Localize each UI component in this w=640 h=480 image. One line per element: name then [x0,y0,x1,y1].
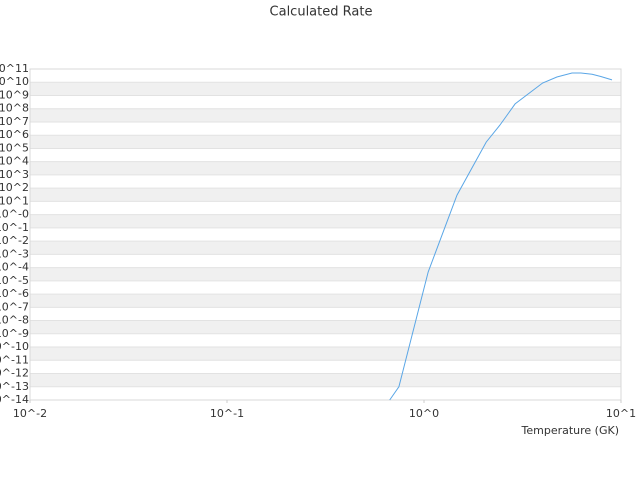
x-axis-label: Temperature (GK) [521,424,620,437]
y-tick-label: 10^-13 [0,380,29,393]
y-tick-label: 10^-12 [0,367,29,380]
grid-band [30,108,621,122]
chart-title: Calculated Rate [270,5,373,20]
y-tick-label: 10^-3 [0,247,29,260]
y-tick-label: 10^-5 [0,274,29,287]
y-tick-label: 10^-10 [0,340,29,353]
x-tick-label: 10^-2 [13,407,47,420]
grid-band [30,294,621,308]
y-tick-label: 10^-8 [0,314,29,327]
y-tick-label: 10^-1 [0,221,29,234]
y-tick-label: 10^-4 [0,261,29,274]
y-tick-label: 10^-11 [0,353,29,366]
y-tick-label: 10^-2 [0,234,29,247]
data-line [389,72,613,401]
grid-band [30,161,621,175]
grid-band [30,214,621,228]
y-tick-label: 10^-0 [0,208,29,221]
grid-band [30,347,621,361]
grid-band [30,188,621,202]
y-tick-label: 10^10 [0,75,29,88]
y-tick-label: 10^7 [0,115,29,128]
grid-band [30,267,621,281]
grid-band [30,373,621,387]
y-tick-label: 10^3 [0,168,29,181]
y-tick-label: 10^6 [0,128,29,141]
y-tick-label: 10^11 [0,62,29,75]
y-tick-label: 10^5 [0,141,29,154]
y-tick-label: 10^-6 [0,287,29,300]
y-tick-label: 10^8 [0,102,29,115]
y-tick-label: 10^-14 [0,393,29,406]
plot-frame [29,68,622,401]
x-tick-label: 10^-1 [210,407,244,420]
grid-band [30,241,621,255]
grid-band [30,82,621,96]
x-tick-label: 10^0 [409,407,439,420]
y-tick-label: 10^2 [0,181,29,194]
grid-band [30,135,621,149]
grid-band [30,320,621,334]
y-tick-label: 10^4 [0,155,29,168]
y-tick-label: 10^-9 [0,327,29,340]
x-tick-label: 10^1 [606,407,636,420]
y-tick-label: 10^1 [0,194,29,207]
y-tick-label: 10^9 [0,88,29,101]
y-tick-label: 10^-7 [0,300,29,313]
